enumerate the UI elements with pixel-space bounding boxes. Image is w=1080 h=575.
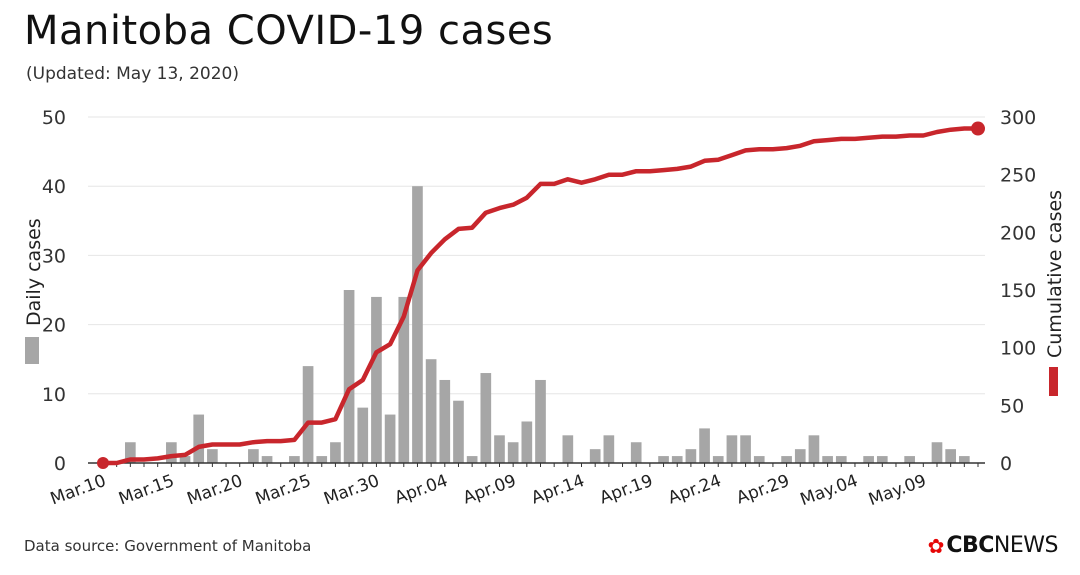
daily-bar [343, 290, 355, 463]
y-axis-right: 0 50 100 150 200 250 300 [1000, 107, 1036, 475]
x-axis: Mar.10 Mar.15 Mar.20 Mar.25 Mar.30 Apr.04 Apr.… [48, 462, 985, 510]
daily-bar [453, 400, 464, 463]
legend-swatch-cumulative [1049, 367, 1058, 396]
x-tick-label: Apr.14 [529, 471, 587, 509]
legend-label-daily: Daily cases [23, 218, 45, 326]
daily-bar [125, 442, 136, 463]
daily-bar [412, 186, 423, 463]
y-right-tick-label: 150 [1000, 280, 1036, 302]
daily-bar [439, 379, 451, 463]
x-tick-label: Apr.04 [392, 471, 450, 509]
gridlines [88, 116, 985, 395]
daily-bar [521, 421, 533, 463]
daily-bar [712, 456, 724, 463]
daily-bar [507, 442, 519, 463]
x-tick-label: Apr.09 [460, 471, 518, 509]
y-right-tick-label: 300 [1000, 107, 1036, 129]
cbc-news-logo: ✿ CBC NEWS [927, 533, 1059, 558]
y-left-tick-label: 30 [42, 245, 66, 267]
daily-bar [425, 359, 437, 463]
daily-bar [289, 456, 300, 463]
daily-bar [685, 449, 697, 463]
daily-bar [562, 435, 574, 463]
daily-bar [876, 456, 888, 463]
y-left-tick-label: 20 [42, 315, 66, 337]
daily-bar [357, 407, 369, 463]
y-right-tick-label: 0 [1000, 453, 1012, 475]
daily-bar [166, 442, 177, 463]
daily-bar [958, 456, 970, 463]
x-tick-label: Mar.25 [253, 471, 314, 509]
daily-bar [753, 456, 765, 463]
daily-bar [931, 442, 943, 463]
daily-bar [330, 442, 341, 463]
daily-bar [207, 449, 218, 463]
daily-bar [603, 435, 615, 463]
daily-bar [466, 456, 478, 463]
daily-bar [193, 414, 205, 463]
y-left-tick-label: 10 [42, 384, 66, 406]
y-right-tick-label: 200 [1000, 222, 1036, 244]
daily-bar [248, 449, 259, 463]
cumulative-line-group [97, 121, 985, 469]
daily-bar [398, 296, 410, 463]
daily-bar [480, 373, 492, 463]
legend-label-cumulative: Cumulative cases [1044, 190, 1066, 358]
x-tick-label: Apr.24 [666, 471, 724, 509]
x-tick-label: Mar.20 [184, 471, 245, 509]
legends: Daily cases Cumulative cases [23, 190, 1066, 396]
daily-bar [863, 456, 874, 463]
daily-bar [179, 456, 191, 463]
logo-news: NEWS [993, 533, 1059, 558]
x-tick-label: Mar.30 [321, 471, 382, 509]
daily-bar [535, 379, 546, 463]
daily-bar [589, 449, 601, 463]
legend-swatch-daily [25, 337, 39, 364]
y-right-tick-label: 100 [1000, 338, 1036, 360]
end-marker [971, 121, 985, 136]
daily-bar [494, 435, 505, 463]
logo-cbc: CBC [946, 533, 994, 558]
x-tick-label: Apr.29 [734, 471, 792, 509]
daily-bar [699, 428, 710, 463]
daily-bar [945, 449, 956, 463]
daily-bar [658, 456, 669, 463]
start-marker [97, 457, 109, 469]
daily-bar [671, 456, 683, 463]
cumulative-line [100, 126, 981, 466]
daily-bar [630, 442, 642, 463]
daily-bar [822, 456, 833, 463]
y-axis-left: 0 10 20 30 40 50 [42, 107, 66, 475]
daily-bar [835, 456, 847, 463]
y-right-tick-label: 250 [1000, 165, 1036, 187]
x-tick-label: May.09 [866, 471, 929, 510]
chart-subtitle: (Updated: May 13, 2020) [26, 64, 240, 84]
daily-bar [904, 456, 915, 463]
y-left-tick-label: 0 [54, 453, 66, 475]
y-left-tick-label: 50 [42, 107, 66, 129]
daily-bar [261, 456, 273, 463]
cbc-gem-icon: ✿ [927, 533, 945, 558]
x-tick-label: May.04 [798, 471, 861, 510]
x-tick-label: Apr.19 [597, 471, 655, 509]
daily-bar [781, 456, 792, 463]
daily-bar [371, 296, 382, 463]
daily-bar [794, 449, 806, 463]
x-tick-label: Mar.15 [116, 471, 177, 509]
chart-title: Manitoba COVID-19 cases [24, 8, 554, 54]
y-right-tick-label: 50 [1000, 395, 1024, 417]
daily-bar [316, 456, 328, 463]
daily-bars [125, 186, 970, 463]
y-left-tick-label: 40 [42, 176, 66, 198]
daily-bar [302, 366, 314, 463]
daily-bar [726, 435, 738, 463]
daily-bar [808, 435, 820, 463]
daily-bar [384, 414, 396, 463]
daily-bar [740, 435, 751, 463]
x-tick-label: Mar.10 [48, 471, 109, 509]
data-source: Data source: Government of Manitoba [24, 537, 312, 555]
